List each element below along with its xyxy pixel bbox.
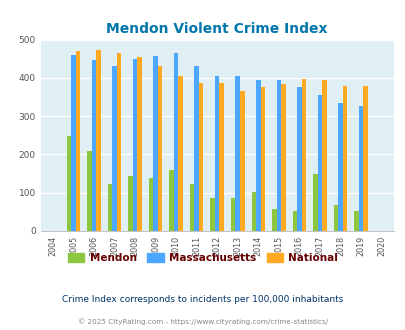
Bar — [280, 84, 285, 231]
Legend: Mendon, Massachusetts, National: Mendon, Massachusetts, National — [64, 249, 341, 267]
Bar — [251, 192, 256, 231]
Bar — [292, 211, 296, 231]
Bar — [260, 87, 264, 231]
Bar — [198, 83, 203, 231]
Bar — [333, 205, 337, 231]
Bar — [128, 176, 132, 231]
Bar — [169, 170, 173, 231]
Bar — [353, 211, 358, 231]
Bar — [219, 83, 224, 231]
Bar — [210, 198, 214, 231]
Bar — [301, 79, 305, 231]
Bar — [66, 136, 71, 231]
Bar — [312, 174, 317, 231]
Bar — [276, 80, 280, 231]
Bar — [132, 59, 137, 231]
Bar — [153, 56, 158, 231]
Text: © 2025 CityRating.com - https://www.cityrating.com/crime-statistics/: © 2025 CityRating.com - https://www.city… — [78, 318, 327, 325]
Text: Crime Index corresponds to incidents per 100,000 inhabitants: Crime Index corresponds to incidents per… — [62, 295, 343, 304]
Bar — [75, 51, 80, 231]
Bar — [321, 80, 326, 231]
Bar — [178, 76, 183, 231]
Bar — [87, 151, 92, 231]
Bar — [107, 184, 112, 231]
Bar — [342, 86, 346, 231]
Bar — [158, 66, 162, 231]
Bar — [149, 178, 153, 231]
Bar — [235, 76, 239, 231]
Bar — [92, 59, 96, 231]
Bar — [271, 209, 276, 231]
Bar — [256, 80, 260, 231]
Title: Mendon Violent Crime Index: Mendon Violent Crime Index — [106, 22, 327, 36]
Bar — [362, 86, 367, 231]
Bar — [117, 52, 121, 231]
Bar — [337, 103, 342, 231]
Bar — [71, 55, 75, 231]
Bar — [137, 57, 141, 231]
Bar — [190, 184, 194, 231]
Bar — [173, 53, 178, 231]
Bar — [230, 198, 235, 231]
Bar — [194, 66, 198, 231]
Bar — [296, 87, 301, 231]
Bar — [358, 106, 362, 231]
Bar — [317, 95, 321, 231]
Bar — [239, 91, 244, 231]
Bar — [112, 66, 117, 231]
Bar — [96, 50, 100, 231]
Bar — [214, 76, 219, 231]
